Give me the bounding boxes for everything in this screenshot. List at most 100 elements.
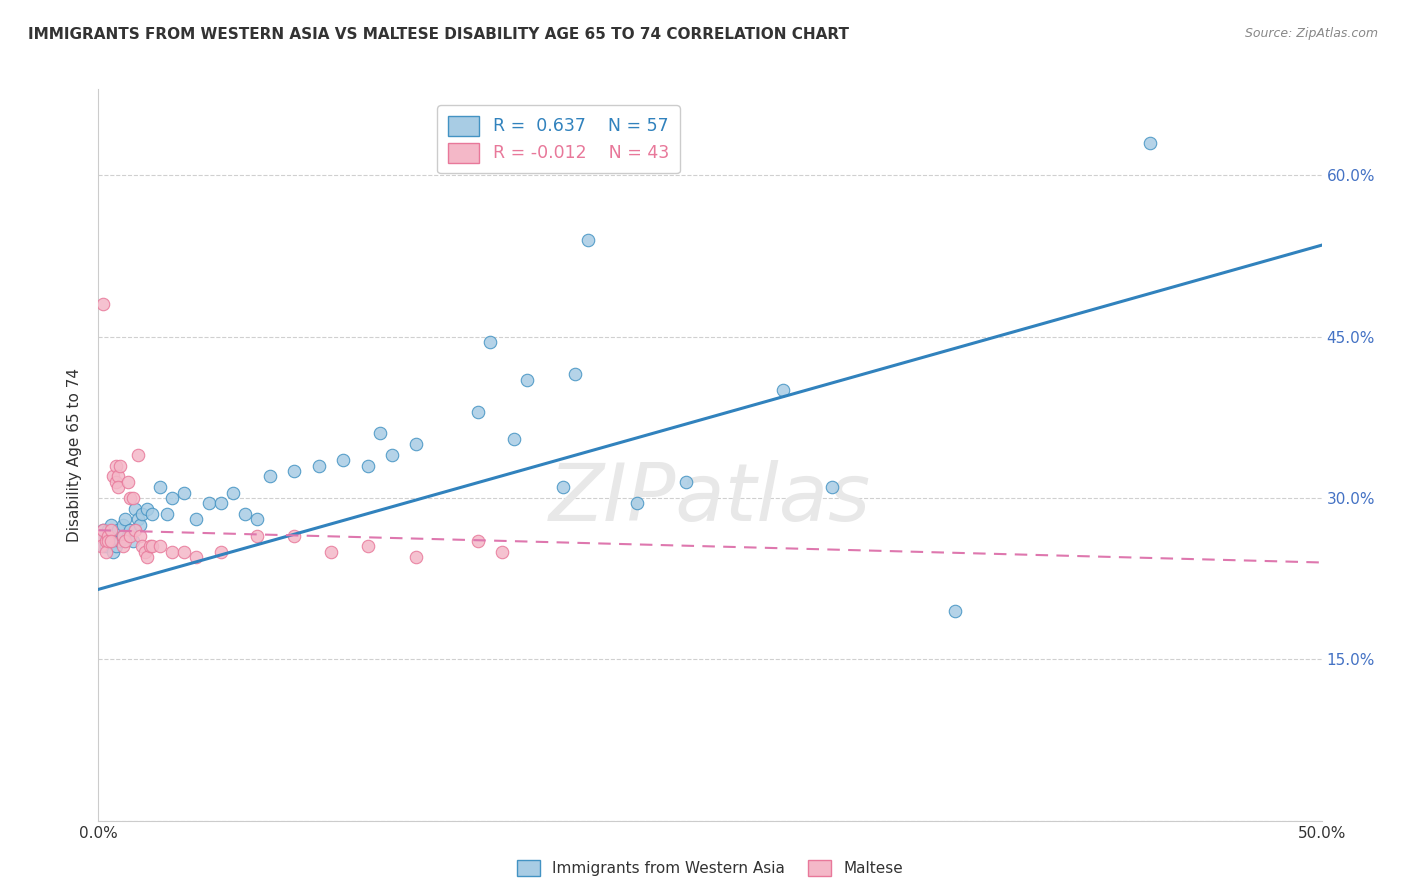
Point [772,384,794,398]
Point [503,432,526,446]
Point [94,533,117,548]
Point [117,475,139,489]
Point [233,507,256,521]
Point [821,480,844,494]
Point [943,604,966,618]
Point [91,297,114,311]
Point [114,533,136,548]
Point [134,545,156,559]
Point [368,426,391,441]
Point [94,528,117,542]
Point [356,458,378,473]
Point [97,528,120,542]
Point [308,458,330,473]
Point [259,469,281,483]
Point [107,523,129,537]
Point [405,437,427,451]
Point [97,523,120,537]
Point [90,528,112,542]
Point [209,545,232,559]
Point [100,517,122,532]
Point [576,233,599,247]
Point [478,334,501,349]
Point [160,545,183,559]
Point [283,464,305,478]
Point [553,480,575,494]
Point [222,485,245,500]
Point [186,550,208,565]
Point [405,550,427,565]
Point [111,528,134,542]
Point [121,533,143,548]
Point [104,475,127,489]
Point [319,545,342,559]
Point [283,528,305,542]
Point [332,453,354,467]
Point [91,539,114,553]
Point [141,507,163,521]
Point [209,496,232,510]
Point [100,523,122,537]
Point [101,469,124,483]
Point [124,523,146,537]
Point [124,501,146,516]
Point [101,545,124,559]
Point [564,368,586,382]
Point [91,523,114,537]
Point [129,528,152,542]
Point [111,528,134,542]
Point [94,545,117,559]
Point [491,545,513,559]
Point [94,539,117,553]
Point [107,480,129,494]
Point [136,550,159,565]
Point [120,491,142,505]
Point [107,469,129,483]
Text: IMMIGRANTS FROM WESTERN ASIA VS MALTESE DISABILITY AGE 65 TO 74 CORRELATION CHAR: IMMIGRANTS FROM WESTERN ASIA VS MALTESE … [28,27,849,42]
Point [356,539,378,553]
Point [121,491,143,505]
Point [246,512,269,526]
Point [97,533,120,548]
Point [467,405,489,419]
Point [197,496,219,510]
Point [156,507,179,521]
Point [149,480,172,494]
Point [626,496,648,510]
Point [1139,136,1161,150]
Point [186,512,208,526]
Point [136,501,159,516]
Point [120,528,142,542]
Point [91,523,114,537]
Point [110,533,132,548]
Point [173,485,195,500]
Point [129,517,152,532]
Point [149,539,172,553]
Point [111,539,134,553]
Point [467,533,489,548]
Point [117,528,139,542]
Point [101,533,124,548]
Point [139,539,162,553]
Point [515,373,537,387]
Point [381,448,404,462]
Point [114,512,136,526]
Point [90,528,112,542]
Point [100,528,122,542]
Point [111,517,134,532]
Point [127,512,149,526]
Y-axis label: Disability Age 65 to 74: Disability Age 65 to 74 [67,368,83,542]
Point [127,448,149,462]
Point [131,507,153,521]
Point [131,539,153,553]
Point [110,458,132,473]
Point [246,528,269,542]
Text: ZIPatlas: ZIPatlas [548,459,872,538]
Point [104,533,127,548]
Point [104,539,127,553]
Point [120,523,142,537]
Point [675,475,697,489]
Point [104,458,127,473]
Point [173,545,195,559]
Point [141,539,163,553]
